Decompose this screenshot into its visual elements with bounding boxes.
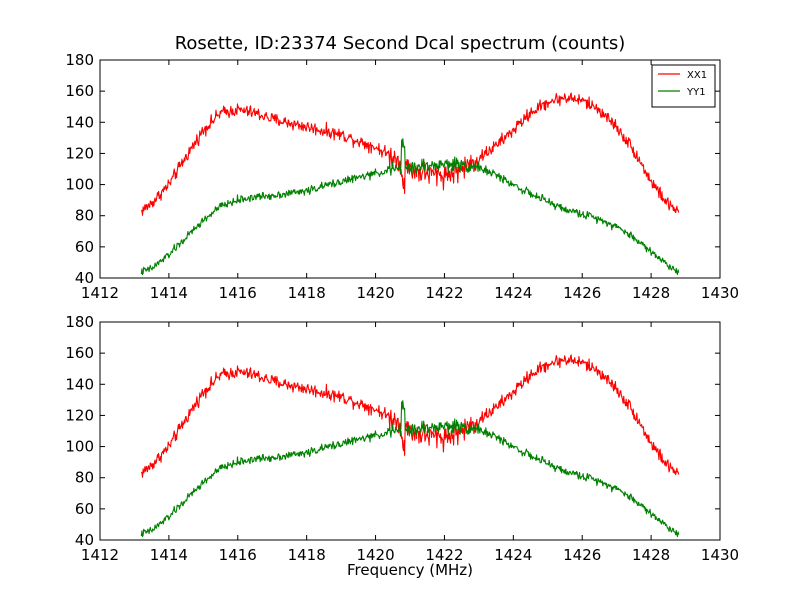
top-x-tick-label-1: 1414 (150, 284, 188, 302)
legend-box (651, 64, 716, 108)
top-x-tick-label-6: 1424 (494, 284, 532, 302)
top-x-tick-label-4: 1420 (356, 284, 394, 302)
legend-label-yy1: YY1 (686, 87, 706, 98)
top-y-tick-label-6: 160 (65, 82, 94, 100)
top-x-tick-label-3: 1418 (288, 284, 326, 302)
top-y-tick-label-5: 140 (65, 113, 94, 131)
top-y-tick-label-3: 100 (65, 176, 94, 194)
top-x-tick-label-2: 1416 (219, 284, 257, 302)
top-y-tick-label-2: 80 (75, 207, 94, 225)
legend-label-xx1: XX1 (687, 70, 707, 81)
top-y-tick-label-7: 180 (65, 51, 94, 69)
top-plot-frame (99, 59, 721, 279)
chart-title: Rosette, ID:23374 Second Dcal spectrum (… (174, 33, 626, 54)
top-x-tick-label-0: 1412 (81, 284, 119, 302)
top-y-tick-label-4: 120 (65, 144, 94, 162)
top-x-tick-label-9: 1430 (701, 284, 739, 302)
top-x-tick-label-8: 1428 (632, 284, 670, 302)
top-x-tick-label-7: 1426 (563, 284, 601, 302)
x-axis-label: Frequency (MHz) (346, 561, 474, 579)
top-series-xx1-line-0 (140, 92, 680, 216)
top-y-tick-label-0: 40 (75, 269, 94, 287)
top-y-tick-label-1: 60 (75, 238, 94, 256)
top-series-yy1-line-1 (140, 138, 680, 276)
top-x-tick-label-5: 1422 (425, 284, 463, 302)
